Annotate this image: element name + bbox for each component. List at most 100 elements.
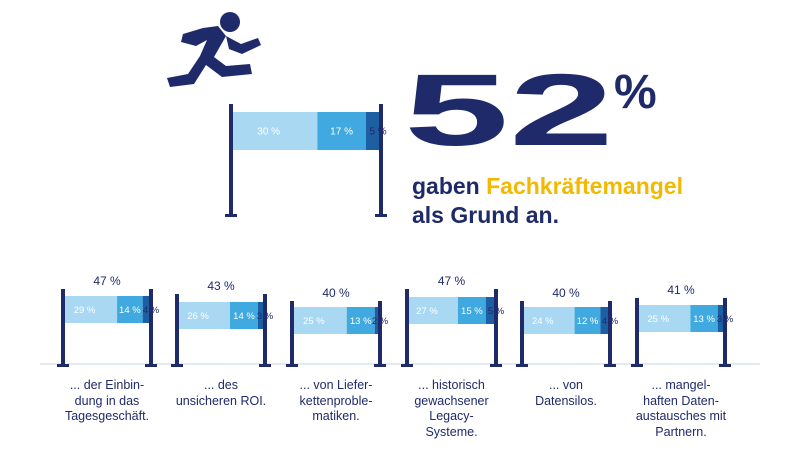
segment-label: 15 %: [461, 306, 483, 317]
caption-line: Datensilos.: [535, 393, 597, 408]
segment-label: 24 %: [532, 316, 554, 327]
hurdle-post-right: [149, 289, 153, 366]
segment-label: 30 %: [257, 127, 280, 138]
hurdle-post-right: [494, 289, 498, 366]
hurdle-foot-left: [171, 364, 183, 367]
hurdle-chart-2: 26 % 14 % 3 %43 %: [171, 279, 274, 367]
segment-label: 13 %: [350, 316, 372, 327]
bar-segment: [293, 307, 347, 334]
caption-line: ... der Einbin-: [69, 378, 145, 392]
headline-text: gaben Fachkräftemangel als Grund an.: [412, 172, 742, 230]
headline-highlight: Fachkräftemangel: [486, 173, 683, 199]
bar-segment: [365, 112, 380, 150]
big-percent-sign: %: [614, 66, 657, 119]
hurdle-foot-left: [225, 214, 237, 217]
segment-label: 26 %: [187, 311, 209, 322]
bar-segment: [408, 297, 458, 324]
hurdle-foot-right: [375, 214, 387, 217]
caption-line: haften Daten-: [643, 393, 719, 408]
bar-segment: [523, 307, 575, 334]
total-label: 47 %: [93, 274, 121, 288]
hurdle-foot-left: [57, 364, 69, 367]
caption-line: Legacy-: [429, 409, 474, 423]
segment-label: 13 %: [693, 314, 715, 325]
caption-line: ... mangel-: [651, 378, 711, 392]
caption-line: dung in das: [74, 393, 140, 408]
caption-line: kettenproble-: [299, 393, 373, 408]
caption-line: matiken.: [312, 409, 360, 423]
hurdle-post-right: [379, 104, 383, 216]
hurdle-post-right: [723, 298, 727, 366]
bar-segment: [142, 296, 150, 323]
hurdle-foot-right: [374, 364, 386, 367]
caption-line: ... von Liefer-: [299, 378, 373, 392]
total-label: 43 %: [207, 279, 235, 293]
bar-segment: [374, 307, 379, 334]
segment-label: 12 %: [577, 316, 599, 327]
caption-line: ... historisch: [418, 378, 485, 392]
bar-segment: [64, 296, 118, 323]
caption-line: austausches mit: [635, 409, 727, 423]
bar-segment: [232, 112, 318, 150]
hurdle-foot-right: [259, 364, 271, 367]
bar-segment: [485, 297, 495, 324]
caption-line: Tagesgeschäft.: [64, 409, 150, 423]
hurdle-runner-icon: [167, 12, 261, 87]
caption-line: Partnern.: [655, 424, 707, 439]
hurdle-post-right: [608, 301, 612, 366]
bar-segment: [600, 307, 609, 334]
hurdle-foot-right: [145, 364, 157, 367]
segment-label: 25 %: [303, 316, 325, 327]
caption-line: unsicheren ROI.: [175, 393, 267, 408]
hurdle-foot-left: [631, 364, 643, 367]
hurdle-caption: ... von Liefer-kettenproble-matiken.: [271, 378, 401, 425]
total-label: 41 %: [667, 283, 695, 297]
bar-segment: [117, 296, 143, 323]
headline-line2: als Grund an.: [412, 202, 559, 228]
bar-segment: [638, 305, 691, 332]
hurdle-chart-0: 30 % 17 % 5 %: [225, 104, 387, 217]
hurdle-post-left: [520, 301, 524, 366]
total-label: 40 %: [322, 286, 350, 300]
segment-label: 14 %: [119, 305, 141, 316]
headline-line1-prefix: gaben: [412, 173, 487, 199]
hurdle-chart-4: 27 % 15 % 5 %47 %: [401, 274, 505, 367]
segment-label: 5 %: [369, 127, 386, 138]
segment-label: 17 %: [330, 127, 353, 138]
bar-segment: [346, 307, 375, 334]
bar-segment: [690, 305, 718, 332]
segment-label: 25 %: [647, 314, 669, 325]
bar-segment: [574, 307, 601, 334]
hurdle-caption: ... der Einbin-dung in das Tagesgeschäft.: [42, 378, 172, 425]
segment-label: 27 %: [416, 306, 438, 317]
bar-segment: [258, 302, 264, 329]
hurdle-foot-right: [604, 364, 616, 367]
segment-label: 14 %: [233, 311, 255, 322]
hurdle-foot-left: [516, 364, 528, 367]
hurdle-caption: ... des unsicheren ROI.: [156, 378, 286, 409]
hurdle-foot-left: [286, 364, 298, 367]
hurdle-post-left: [229, 104, 233, 216]
caption-line: Systeme.: [425, 424, 478, 439]
hurdle-foot-right: [719, 364, 731, 367]
bar-segment: [457, 297, 486, 324]
total-label: 40 %: [552, 286, 580, 300]
hurdle-caption: ... von Datensilos.: [501, 378, 631, 409]
hurdle-chart-3: 25 % 13 % 2 %40 %: [286, 286, 389, 367]
hurdle-chart-6: 25 % 13 % 3 %41 %: [631, 283, 734, 367]
segment-label: 29 %: [74, 305, 96, 316]
hurdle-foot-left: [401, 364, 413, 367]
caption-line: ... von: [548, 378, 584, 392]
total-label: 47 %: [438, 274, 466, 288]
caption-line: ... des: [203, 378, 239, 392]
hurdle-post-left: [290, 301, 294, 366]
caption-line: gewachsener: [414, 393, 489, 408]
hurdle-post-right: [378, 301, 382, 366]
hurdle-caption: ... historisch gewachsener Legacy- Systeme.: [387, 378, 517, 440]
big-percentage: 52: [404, 53, 614, 167]
bar-segment: [178, 302, 230, 329]
bar-segment: [317, 112, 366, 150]
hurdle-post-left: [61, 289, 65, 366]
